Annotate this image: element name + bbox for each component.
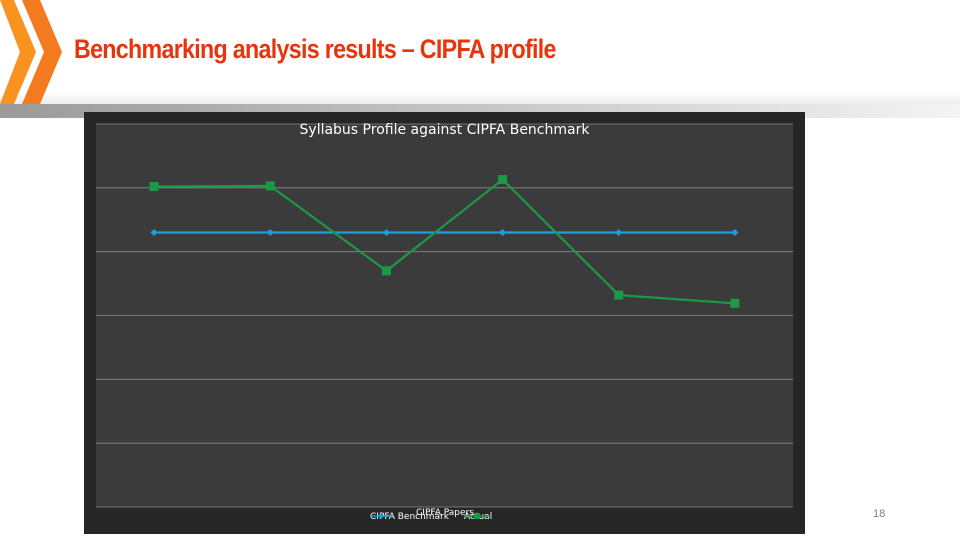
data-point-actual (730, 298, 740, 308)
chevron-right-shape (22, 0, 62, 104)
slide-title: Benchmarking analysis results – CIPFA pr… (74, 34, 556, 64)
legend-swatch-benchmark (370, 513, 392, 519)
x-axis-label: CIPFA Papers (416, 508, 474, 518)
data-point-benchmark (382, 229, 390, 237)
data-point-actual (614, 290, 624, 300)
data-point-actual (265, 181, 275, 191)
chevron-left-shape (0, 0, 36, 104)
data-point-benchmark (499, 229, 507, 237)
data-point-benchmark (150, 229, 158, 237)
data-point-benchmark (615, 229, 623, 237)
series-line-actual (154, 178, 735, 305)
data-point-benchmark (731, 229, 739, 237)
data-point-actual (149, 182, 159, 192)
legend-item-actual: Actual (464, 512, 492, 522)
chart-area: Syllabus Profile against CIPFA Benchmark… (84, 112, 805, 534)
legend-swatch-actual (464, 513, 490, 519)
page-number: 18 (873, 508, 886, 520)
legend-label-benchmark: CIPFA Benchmark (370, 512, 449, 522)
data-point-actual (381, 266, 391, 276)
line-chart (96, 123, 793, 508)
chart-legend: CIPFA Papers CIPFA Benchmark Actual (84, 508, 805, 528)
orange-chevron-logo (0, 0, 62, 104)
chart-title: Syllabus Profile against CIPFA Benchmark (299, 122, 590, 138)
data-point-benchmark (266, 229, 274, 237)
legend-item-benchmark: CIPFA Benchmark (370, 512, 449, 522)
data-point-actual (498, 175, 508, 185)
